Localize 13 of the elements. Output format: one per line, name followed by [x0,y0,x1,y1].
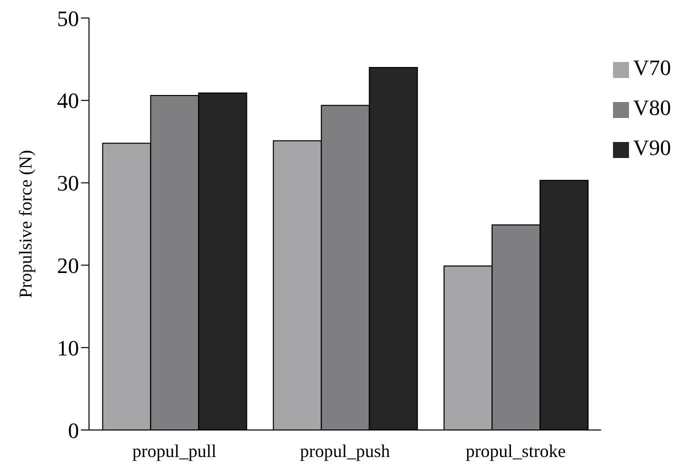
legend-label: V70 [633,55,671,80]
y-tick-label: 0 [68,418,79,443]
y-tick-label: 10 [57,335,79,360]
x-tick-label: propul_stroke [466,440,566,461]
y-tick-label: 30 [57,170,79,196]
y-tick-label: 20 [57,253,79,278]
y-axis-title: Propulsive force (N) [15,150,36,298]
y-tick-label: 40 [57,88,79,114]
legend-label: V80 [633,95,671,120]
legend-label: V90 [633,135,671,160]
x-tick-label: propul_pull [132,440,216,461]
x-tick-label: propul_push [300,440,390,461]
y-tick-label: 50 [57,6,79,31]
